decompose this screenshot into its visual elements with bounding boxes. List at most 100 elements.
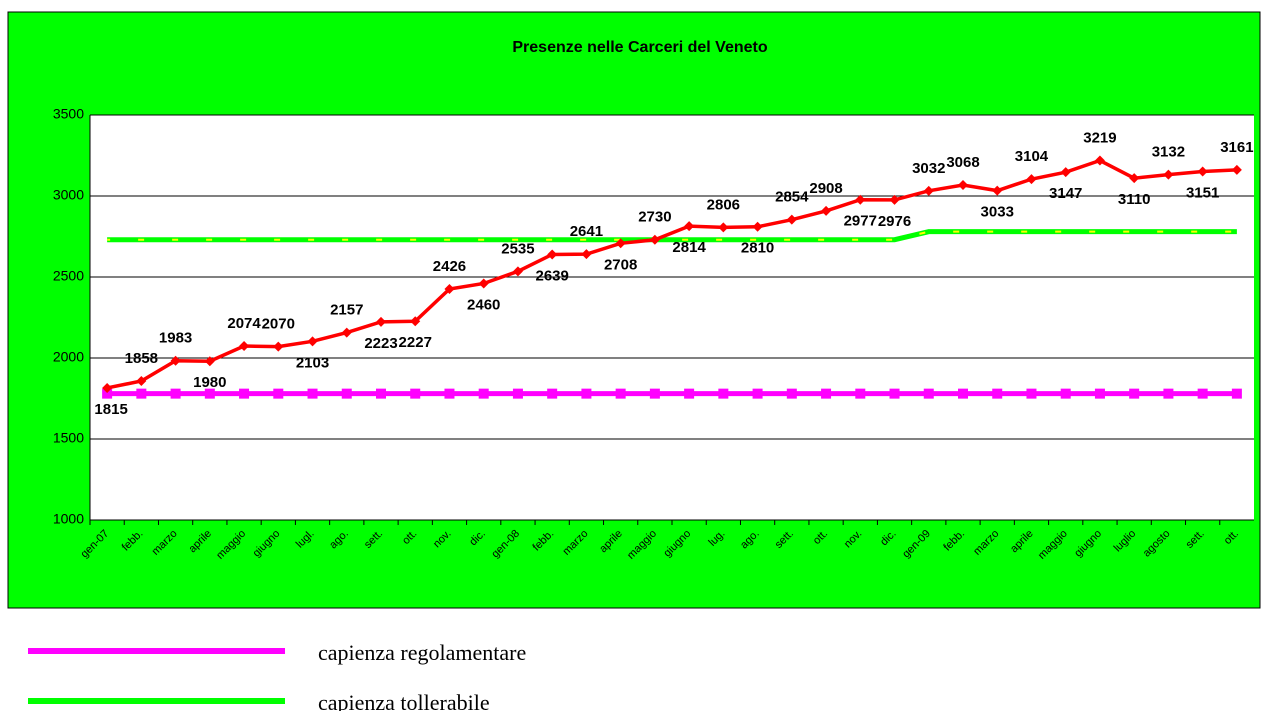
- data-point: [376, 388, 386, 399]
- data-point: [307, 336, 318, 347]
- series-line: [107, 229, 1237, 243]
- data-point: [786, 214, 797, 225]
- data-point: [786, 388, 797, 399]
- data-point: [752, 388, 763, 399]
- data-label: 1980: [193, 374, 226, 391]
- data-label: 2426: [433, 258, 466, 275]
- data-point: [1026, 174, 1037, 185]
- data-point: [684, 388, 695, 399]
- data-point: [204, 388, 215, 399]
- data-label: 2708: [604, 256, 637, 273]
- data-point: [102, 382, 113, 393]
- data-point: [204, 356, 215, 367]
- data-point: [239, 388, 250, 399]
- data-point: [992, 185, 1003, 196]
- data-point: [1094, 388, 1105, 399]
- data-point: [376, 316, 386, 327]
- data-label: 3032: [912, 160, 945, 177]
- data-label: 2223: [364, 335, 397, 352]
- data-label: 1815: [94, 401, 127, 418]
- data-point: [1129, 173, 1140, 184]
- data-label: 2070: [262, 316, 295, 333]
- data-point: [1197, 388, 1208, 399]
- data-point: [1163, 388, 1174, 399]
- data-point: [170, 388, 181, 399]
- data-label: 2976: [878, 213, 911, 230]
- legend-label: capienza tollerabile: [318, 690, 490, 711]
- data-point: [821, 205, 832, 216]
- data-point: [958, 179, 968, 190]
- y-tick-label: 2500: [53, 268, 84, 284]
- data-point: [855, 194, 866, 205]
- y-tick-label: 2000: [53, 349, 84, 365]
- data-point: [581, 249, 592, 260]
- data-point: [1163, 169, 1174, 180]
- y-tick-label: 3500: [53, 106, 84, 122]
- data-point: [1231, 388, 1242, 399]
- data-point: [341, 388, 352, 399]
- data-point: [992, 388, 1003, 399]
- data-label: 2908: [809, 180, 842, 197]
- data-point: [102, 388, 113, 399]
- data-point: [1094, 155, 1105, 166]
- data-point: [478, 278, 489, 289]
- data-point: [444, 283, 455, 294]
- data-label: 2854: [775, 189, 809, 206]
- data-point: [478, 388, 489, 399]
- data-point: [649, 234, 660, 245]
- data-label: 2730: [638, 209, 671, 226]
- data-point: [1129, 388, 1140, 399]
- data-point: [581, 388, 592, 399]
- data-point: [649, 388, 660, 399]
- data-point: [136, 376, 147, 387]
- data-point: [273, 388, 284, 399]
- series-line: [106, 158, 1237, 390]
- y-tick-label: 1500: [53, 430, 84, 446]
- data-label: 3104: [1015, 148, 1049, 165]
- data-point: [821, 388, 832, 399]
- data-point: [1060, 388, 1071, 399]
- legend-label: capienza regolamentare: [318, 640, 526, 665]
- data-point: [1060, 167, 1071, 178]
- data-point: [410, 388, 421, 399]
- plot-area: [90, 115, 1254, 520]
- data-point: [136, 388, 147, 399]
- data-point: [1197, 166, 1208, 177]
- data-point: [752, 221, 763, 232]
- data-label: 2535: [501, 240, 534, 257]
- data-label: 1983: [159, 330, 192, 347]
- data-label: 2810: [741, 240, 774, 257]
- data-point: [547, 388, 558, 399]
- data-label: 3151: [1186, 185, 1219, 202]
- data-point: [341, 327, 352, 338]
- chart-title: Presenze nelle Carceri del Veneto: [512, 39, 767, 56]
- data-label: 3110: [1118, 191, 1151, 208]
- data-point: [512, 266, 523, 277]
- data-point: [512, 388, 523, 399]
- data-label: 2074: [227, 315, 261, 332]
- data-point: [444, 388, 455, 399]
- y-tick-label: 1000: [53, 511, 84, 527]
- data-label: 2814: [672, 239, 706, 256]
- data-label: 2639: [535, 267, 568, 284]
- data-label: 2227: [399, 334, 432, 351]
- data-label: 1858: [125, 350, 158, 367]
- data-label: 3147: [1049, 185, 1082, 202]
- data-label: 2806: [707, 196, 740, 213]
- data-point: [889, 388, 900, 399]
- data-point: [547, 249, 558, 260]
- data-point: [615, 388, 626, 399]
- data-label: 2103: [296, 354, 329, 371]
- data-label: 2157: [330, 302, 363, 319]
- data-label: 2977: [844, 213, 877, 230]
- data-label: 3161: [1220, 139, 1253, 156]
- data-point: [239, 341, 250, 352]
- data-point: [307, 388, 318, 399]
- data-label: 2641: [570, 223, 603, 240]
- data-label: 3068: [946, 154, 979, 171]
- data-point: [684, 221, 695, 232]
- data-point: [855, 388, 866, 399]
- data-label: 3033: [981, 204, 1014, 221]
- y-tick-label: 3000: [53, 187, 84, 203]
